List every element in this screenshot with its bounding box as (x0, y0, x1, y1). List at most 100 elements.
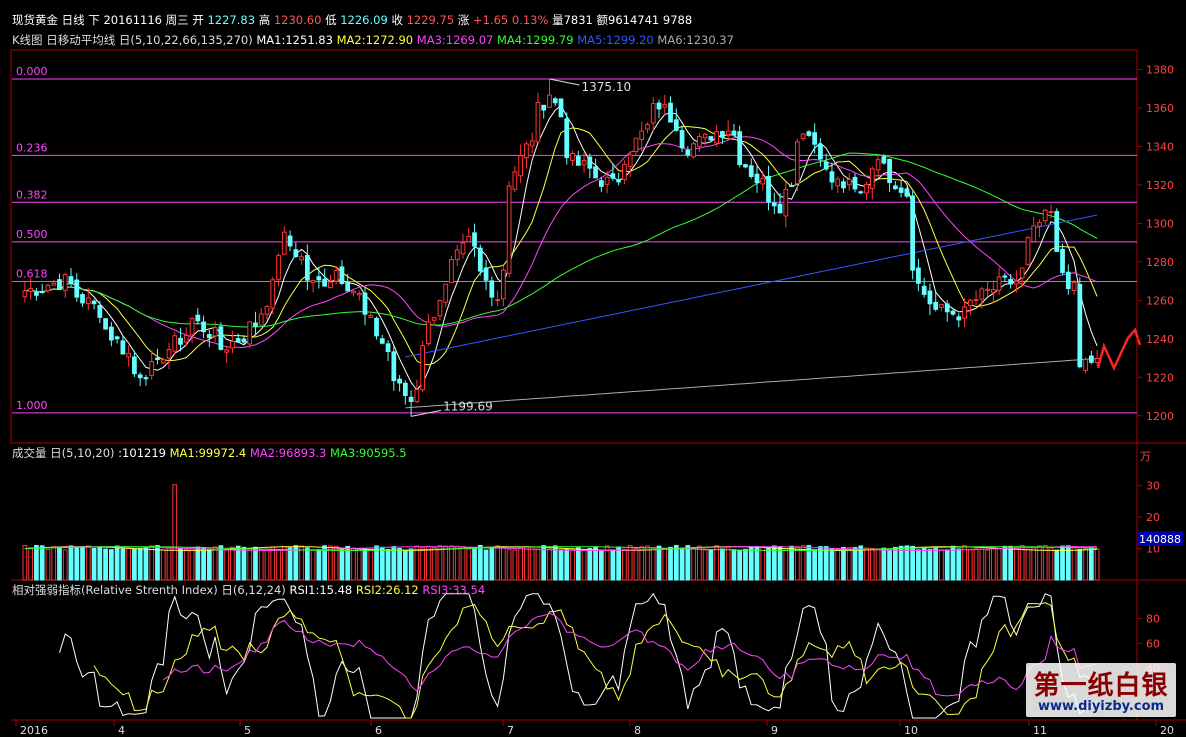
moving-average-lines (24, 104, 1098, 409)
candle-up (426, 321, 431, 344)
candle-up (247, 321, 253, 345)
volume-bar (956, 548, 962, 581)
ma-header: K线图 日移动平均线 日(5,10,22,66,135,270) MA1:125… (12, 33, 734, 47)
candle-up (939, 304, 944, 308)
high-label: 1375.10 (581, 80, 631, 94)
volume-bar (408, 548, 414, 581)
candle-up (639, 130, 645, 141)
volume-bar (45, 549, 51, 581)
volume-bar (293, 545, 299, 581)
volume-bar (656, 545, 662, 581)
candle-down (777, 203, 783, 214)
candle-up (1031, 225, 1037, 242)
volume-bar (702, 549, 708, 581)
volume-bar (570, 548, 575, 581)
header-item: 1230.60 (270, 13, 321, 27)
volume-bar (512, 549, 518, 581)
volume-bar (477, 544, 483, 581)
volume-ma-line (24, 546, 1098, 551)
volume-bar (316, 549, 322, 581)
candle-up (333, 269, 339, 282)
volume-bar (535, 548, 541, 581)
candle-up (160, 359, 166, 364)
fib-label: 0.500 (16, 228, 48, 241)
volume-bar (622, 548, 627, 581)
volume-bar (218, 545, 224, 581)
price-tick-label: 1360 (1146, 102, 1174, 115)
volume-bar (310, 549, 316, 581)
candle-down (322, 278, 328, 287)
candle-up (449, 259, 454, 284)
candle-down (575, 156, 581, 166)
volume-bar (1054, 549, 1060, 581)
candle-down (616, 180, 622, 183)
volume-bar (397, 548, 402, 581)
date-tick-label: 10 (904, 724, 918, 737)
candle-up (500, 269, 506, 300)
candle-up (172, 335, 178, 352)
candle-down (218, 326, 224, 350)
candle-down (120, 340, 126, 355)
volume-bar (818, 546, 823, 581)
rsi-line-24 (162, 612, 1098, 697)
fib-label: 1.000 (16, 399, 48, 412)
volume-bar (374, 545, 379, 581)
volume-bar (132, 548, 137, 581)
candle-up (28, 288, 34, 292)
price-tick-label: 1220 (1146, 371, 1174, 384)
header-item: 9788 (659, 13, 692, 27)
header-item: MA1:99972.4 (166, 446, 246, 460)
volume-bar (518, 546, 524, 581)
header-item: RSI2:26.12 (352, 583, 418, 597)
candle-up (310, 280, 316, 284)
volume-bar (1048, 547, 1054, 581)
candle-down (472, 232, 477, 247)
volume-bar (898, 545, 904, 581)
volume-bar (731, 549, 737, 581)
header-item: MA3:1269.07 (413, 33, 493, 47)
candle-up (258, 313, 264, 326)
candle-down (339, 266, 345, 284)
candle-down (673, 119, 679, 131)
ma-line-MA5 (405, 214, 1098, 358)
volume-bar (552, 545, 558, 581)
candle-down (39, 291, 45, 294)
volume-bar (402, 549, 408, 581)
volume-bar (155, 545, 160, 581)
volume-bar (633, 547, 639, 581)
candle-down (887, 158, 892, 184)
volume-current-box (1137, 531, 1183, 546)
candle-up (529, 140, 535, 147)
candle-down (748, 165, 754, 177)
header-item: 周三 (162, 13, 189, 27)
header-item: 收 (388, 13, 404, 27)
volume-bar (933, 546, 939, 581)
candle-down (881, 156, 887, 164)
volume-bar (547, 548, 552, 581)
candle-up (356, 292, 362, 296)
volume-bar (1071, 546, 1077, 581)
header-item: 日(6,12,24) (218, 583, 286, 597)
volume-bar (950, 545, 956, 581)
volume-bar (714, 545, 720, 581)
volume-bar (483, 549, 489, 581)
volume-bar (449, 545, 454, 581)
volume-bar (189, 547, 195, 581)
volume-bar (708, 549, 714, 581)
candle-up (276, 254, 281, 280)
candle-down (241, 338, 247, 343)
volume-bar (103, 548, 108, 581)
volume-tick-label: 20 (1146, 511, 1160, 524)
volume-bar (1088, 547, 1094, 581)
rsi-line-6 (59, 592, 1098, 719)
volume-bar (962, 545, 967, 581)
fib-label: 0.382 (16, 188, 48, 201)
volume-bar (1037, 545, 1042, 581)
candle-down (362, 292, 368, 315)
candle-up (581, 160, 587, 166)
header-item: 日(5,10,22,66,135,270) (115, 33, 253, 47)
volume-bar (645, 545, 650, 581)
candle-down (593, 166, 598, 179)
volume-bar (639, 546, 645, 581)
